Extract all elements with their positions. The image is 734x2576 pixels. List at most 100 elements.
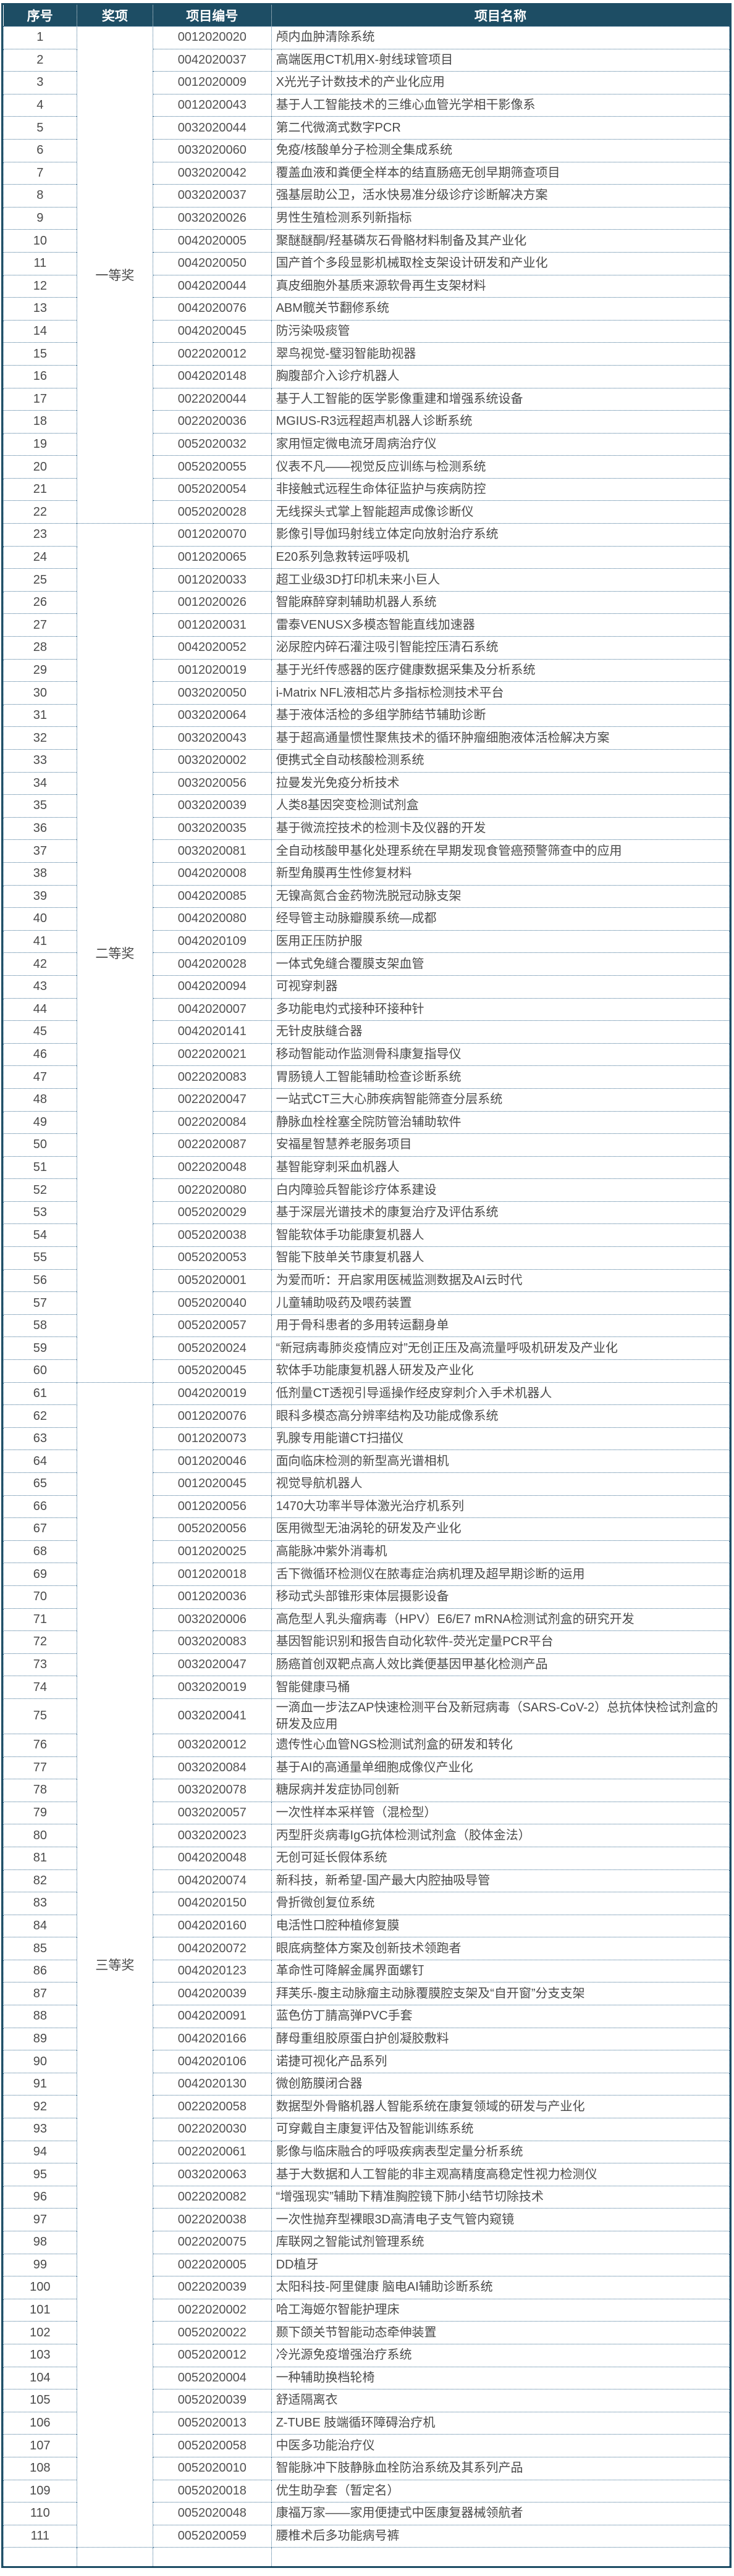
table-row: 75 0032020041 一滴血一步法ZAP快速检测平台及新冠病毒（SARS-Co…	[3, 1698, 730, 1734]
table-row: 84 0042020160 电活性口腔种植修复膜	[3, 1914, 730, 1938]
project-code-cell: 0012020020	[153, 26, 272, 49]
serial-number-cell: 2	[3, 48, 77, 72]
table-row: 38 0042020008 新型角膜再生性修复材料	[3, 862, 730, 886]
table-row: 36 0032020035 基于微流控技术的检测卡及仪器的开发	[3, 816, 730, 841]
project-code-cell: 0052020039	[153, 2389, 272, 2412]
project-code-cell: 0022020080	[153, 1178, 272, 1202]
project-code-cell: 0022020082	[153, 2185, 272, 2209]
project-name-cell: 拜芙乐-腹主动脉瘤主动脉覆膜腔支架及“自开窗”分支支架	[271, 1982, 730, 2006]
serial-number-cell: 17	[3, 387, 77, 411]
project-code-cell: 0032020035	[153, 816, 272, 841]
project-code-cell: 0042020048	[153, 1846, 272, 1870]
table-row: 102 0052020022 颞下颌关节智能动态牵伸装置	[3, 2321, 730, 2344]
project-name-cell: 一次性抛弃型裸眼3D高清电子支气管内窥镜	[271, 2208, 730, 2231]
project-code-cell: 0022020047	[153, 1088, 272, 1112]
project-name-cell: 基智能穿刺采血机器人	[271, 1156, 730, 1180]
table-row: 86 0042020123 革命性可降解金属界面螺钉	[3, 1959, 730, 1983]
project-name-cell: 糖尿病并发症协同创新	[271, 1779, 730, 1802]
project-code-cell: 0042020106	[153, 2050, 272, 2073]
serial-number-cell: 96	[3, 2185, 77, 2209]
table-row: 35 0032020039 人类8基因突变检测试剂盒	[3, 794, 730, 818]
project-code-cell: 0032020042	[153, 161, 272, 185]
table-row: 68 0012020025 高能脉冲紫外消毒机	[3, 1540, 730, 1564]
project-name-cell: 基于液体活检的多组学肺结节辅助诊断	[271, 703, 730, 728]
award-projects-table: 序号 奖项 项目编号 项目名称 1 一等奖 0012020020 颅内血肿清除系统 2 0…	[3, 5, 730, 2566]
serial-number-cell: 16	[3, 364, 77, 388]
project-name-cell: 基于光纤传感器的医疗健康数据采集及分析系统	[271, 658, 730, 682]
table-row: 47 0022020083 胃肠镜人工智能辅助检查诊断系统	[3, 1065, 730, 1089]
serial-number-cell: 28	[3, 636, 77, 660]
project-name-cell: 影像与临床融合的呼吸疾病表型定量分析系统	[271, 2140, 730, 2164]
serial-number-cell: 109	[3, 2479, 77, 2503]
serial-number-cell: 87	[3, 1982, 77, 2006]
serial-number-cell: 99	[3, 2253, 77, 2277]
table-row: 41 0042020109 医用正压防护服	[3, 929, 730, 954]
serial-number-cell: 19	[3, 432, 77, 456]
serial-number-cell: 48	[3, 1088, 77, 1112]
project-name-cell: 一次性样本采样管（混检型）	[271, 1801, 730, 1825]
project-name-cell: Z-TUBE 肢端循环障碍治疗机	[271, 2411, 730, 2435]
project-code-cell: 0012020009	[153, 71, 272, 94]
table-row: 81 0042020048 无创可延长假体系统	[3, 1846, 730, 1870]
project-name-cell: 康福万家——家用便捷式中医康复器械领航者	[271, 2502, 730, 2525]
project-code-cell: 0052020056	[153, 1517, 272, 1541]
project-code-cell: 0032020043	[153, 726, 272, 750]
project-code-cell: 0032020084	[153, 1756, 272, 1780]
serial-number-cell: 70	[3, 1585, 77, 1609]
award-projects-table-container: 序号 奖项 项目编号 项目名称 1 一等奖 0012020020 颅内血肿清除系统 2 0…	[1, 3, 732, 2568]
table-row: 99 0022020005 DD植牙	[3, 2253, 730, 2277]
serial-number-cell: 111	[3, 2524, 77, 2548]
column-header-project-name: 项目名称	[271, 5, 730, 27]
serial-number-cell: 100	[3, 2276, 77, 2299]
project-name-cell: 微创筋膜闭合器	[271, 2072, 730, 2096]
project-code-cell: 0022020087	[153, 1133, 272, 1157]
project-code-cell: 0042020076	[153, 297, 272, 321]
project-name-cell: 新科技，新希望-国产最大内腔抽吸导管	[271, 1869, 730, 1893]
project-name-cell: 一种辅助换档轮椅	[271, 2366, 730, 2390]
table-row: 74 0032020019 智能健康马桶	[3, 1676, 730, 1699]
project-name-cell: 遗传性心血管NGS检测试剂盒的研发和转化	[271, 1733, 730, 1757]
serial-number-cell: 95	[3, 2163, 77, 2186]
project-name-cell: 仪表不凡——视觉反应训练与检测系统	[271, 455, 730, 479]
project-name-cell: 可视穿刺器	[271, 975, 730, 999]
project-code-cell: 0022020038	[153, 2208, 272, 2231]
project-name-cell: 医用微型无油涡轮的研发及产业化	[271, 1517, 730, 1541]
project-code-cell: 0012020073	[153, 1427, 272, 1451]
project-name-cell: 胃肠镜人工智能辅助检查诊断系统	[271, 1065, 730, 1089]
project-name-cell: 聚醚醚酮/羟基磷灰石骨骼材料制备及其产业化	[271, 229, 730, 253]
project-code-cell: 0022020002	[153, 2298, 272, 2322]
project-code-cell: 0032020002	[153, 749, 272, 773]
table-row: 88 0042020091 蓝色仿丁腈高弹PVC手套	[3, 2005, 730, 2028]
table-row: 58 0052020057 用于骨科患者的多用转运翻身单	[3, 1314, 730, 1338]
serial-number-cell: 72	[3, 1630, 77, 1654]
project-name-cell: 国产首个多段显影机械取栓支架设计研发和产业化	[271, 251, 730, 275]
project-code-cell: 0032020081	[153, 839, 272, 863]
serial-number-cell: 34	[3, 771, 77, 795]
project-code-cell: 0042020109	[153, 929, 272, 954]
serial-number-cell: 11	[3, 251, 77, 275]
table-body: 1 一等奖 0012020020 颅内血肿清除系统 2 0042020037 高端医用CT机…	[3, 25, 730, 2548]
project-code-cell: 0052020012	[153, 2343, 272, 2367]
serial-number-cell: 7	[3, 161, 77, 185]
table-row: 103 0052020012 冷光源免疫增强治疗系统	[3, 2343, 730, 2367]
project-name-cell: 雷泰VENUSX多模态智能直线加速器	[271, 613, 730, 637]
project-code-cell: 0042020150	[153, 1892, 272, 1915]
project-code-cell: 0052020013	[153, 2411, 272, 2435]
serial-number-cell: 33	[3, 749, 77, 773]
footer-spacer-cell	[76, 2547, 154, 2566]
table-row: 18 0022020036 MGIUS-R3远程超声机器人诊断系统	[3, 410, 730, 434]
project-name-cell: 人类8基因突变检测试剂盒	[271, 794, 730, 818]
project-name-cell: 安福星智慧养老服务项目	[271, 1133, 730, 1157]
table-row: 17 0022020044 基于人工智能的医学影像重建和增强系统设备	[3, 387, 730, 411]
project-code-cell: 0042020074	[153, 1869, 272, 1893]
serial-number-cell: 4	[3, 93, 77, 117]
serial-number-cell: 31	[3, 703, 77, 728]
project-name-cell: 静脉血栓栓塞全院防管治辅助软件	[271, 1110, 730, 1135]
project-name-cell: 无创可延长假体系统	[271, 1846, 730, 1870]
serial-number-cell: 5	[3, 116, 77, 140]
serial-number-cell: 59	[3, 1336, 77, 1361]
project-code-cell: 0032020064	[153, 703, 272, 728]
footer-spacer-cell	[153, 2547, 272, 2566]
table-row: 82 0042020074 新科技，新希望-国产最大内腔抽吸导管	[3, 1869, 730, 1893]
footer-spacer-cell	[3, 2547, 77, 2566]
